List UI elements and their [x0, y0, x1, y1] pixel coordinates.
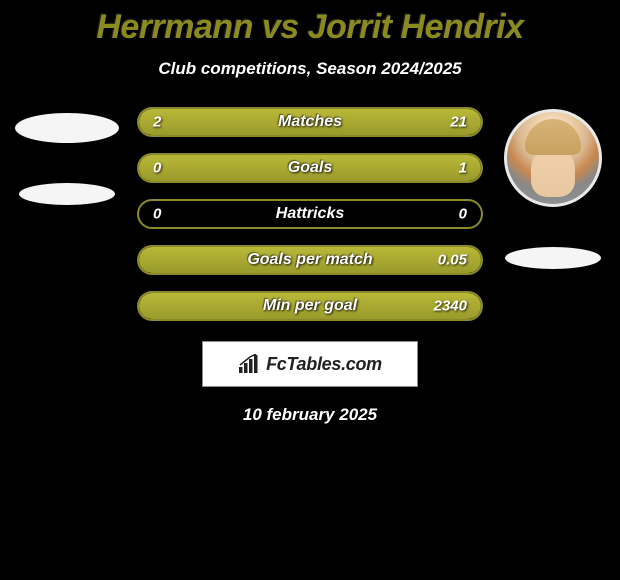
- stat-label: Hattricks: [276, 205, 344, 223]
- stat-bar-matches: 2 Matches 21: [137, 107, 483, 137]
- stat-right-value: 21: [450, 114, 467, 131]
- stat-bar-goals: 0 Goals 1: [137, 153, 483, 183]
- player-left-badge-placeholder: [19, 183, 115, 205]
- stat-left-value: 0: [153, 160, 161, 177]
- content-row: 2 Matches 21 0 Goals 1 0 Hattricks 0 Goa…: [0, 107, 620, 321]
- stat-right-value: 1: [459, 160, 467, 177]
- stat-label: Goals: [288, 159, 332, 177]
- logo-text: FcTables.com: [266, 354, 382, 375]
- stats-column: 2 Matches 21 0 Goals 1 0 Hattricks 0 Goa…: [137, 107, 483, 321]
- stat-label: Goals per match: [247, 251, 372, 269]
- stat-left-value: 0: [153, 206, 161, 223]
- stat-right-value: 2340: [434, 298, 467, 315]
- player-right-avatar: [504, 109, 602, 207]
- player-right-badge-placeholder: [505, 247, 601, 269]
- comparison-card: Herrmann vs Jorrit Hendrix Club competit…: [0, 0, 620, 425]
- stat-label: Matches: [278, 113, 342, 131]
- player-left-col: [9, 107, 125, 205]
- source-logo[interactable]: FcTables.com: [202, 341, 418, 387]
- stat-bar-mpg: Min per goal 2340: [137, 291, 483, 321]
- stat-right-value: 0: [459, 206, 467, 223]
- subtitle: Club competitions, Season 2024/2025: [0, 59, 620, 79]
- page-title: Herrmann vs Jorrit Hendrix: [0, 8, 620, 47]
- date-line: 10 february 2025: [0, 405, 620, 425]
- stat-right-value: 0.05: [438, 252, 467, 269]
- player-left-avatar-placeholder: [15, 113, 119, 143]
- stat-bar-hattricks: 0 Hattricks 0: [137, 199, 483, 229]
- bar-chart-icon: [238, 354, 262, 374]
- stat-label: Min per goal: [263, 297, 357, 315]
- stat-bar-gpm: Goals per match 0.05: [137, 245, 483, 275]
- stat-left-value: 2: [153, 114, 161, 131]
- player-right-col: [495, 107, 611, 269]
